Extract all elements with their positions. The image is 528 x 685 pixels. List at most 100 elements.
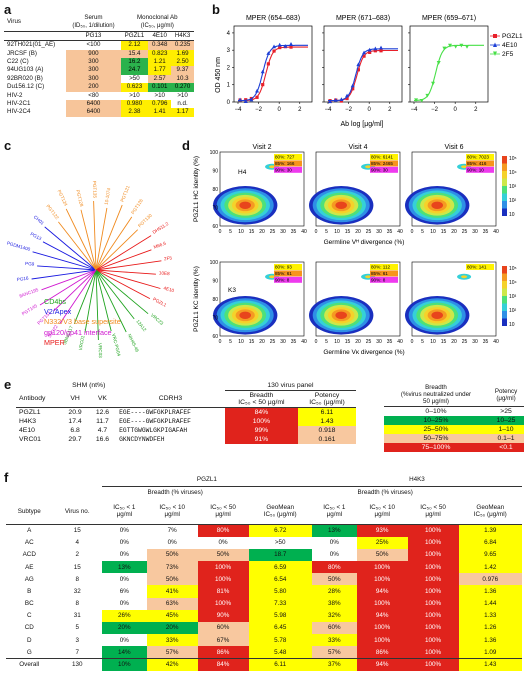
d-xtick: 30 <box>280 339 286 345</box>
b-ytick: 2 <box>227 65 231 71</box>
pgzl1-breadth-cell: 33% <box>147 634 198 646</box>
pgzl1-breadth-cell: 0% <box>198 537 249 549</box>
hdr-mab-sub: (IC₅₀, μg/ml) <box>123 22 192 30</box>
d-xtick: 25 <box>270 229 276 235</box>
h4k3-breadth-cell: 50% <box>312 573 357 585</box>
h4k3-geomean-cell: 1.26 <box>459 622 522 634</box>
grp-h4k3: H4K3 <box>312 474 522 486</box>
h4k3-geomean-cell: 1.42 <box>459 561 522 573</box>
h4k3-breadth-cell: 94% <box>357 585 408 597</box>
d-xtick: 0 <box>219 229 222 235</box>
d-count-label: 85%: 416 <box>467 161 487 166</box>
table-row: 92TH021(01_AE) <100 2.12 0.348 0.235 <box>4 41 194 50</box>
tree-leaf-label: 2F5 <box>164 255 173 261</box>
table-row: CD 5 20% 20% 60% 6.45 60% 100% 100% 1.26 <box>6 622 522 634</box>
d-xtick: 20 <box>259 229 265 235</box>
d-ytick: 70 <box>212 316 218 322</box>
d-colorbar-tick: 10⁴ <box>509 170 517 176</box>
pgzl1-breadth-cell: 41% <box>147 585 198 597</box>
col-4e10: 4E10 <box>148 31 171 40</box>
subtype-cell: AG <box>6 573 53 585</box>
tree-leaf-label: PG9 <box>25 261 35 267</box>
pgzl1-cell: 2.38 <box>121 108 149 116</box>
h4k3-breadth-cell: 25% <box>357 537 408 549</box>
d-xtick: 10 <box>430 229 436 235</box>
b-point <box>379 46 383 50</box>
pgzl1-geomean-cell: 18.7 <box>249 549 312 561</box>
d-xtick: 35 <box>387 339 393 345</box>
tree-leaf-label: PG16 <box>17 275 30 282</box>
h4k3-geomean-cell: 1.44 <box>459 598 522 610</box>
hdr-breadth: Breadth <box>228 392 295 399</box>
table-row: AG 8 0% 50% 100% 6.54 50% 100% 100% 0.976 <box>6 573 522 585</box>
table-row: C 31 26% 45% 90% 5.98 32% 94% 100% 1.33 <box>6 610 522 622</box>
pgzl1-breadth-cell: 0% <box>147 537 198 549</box>
key-breadth-cell: 0–10% <box>384 407 488 417</box>
d-xtick: 15 <box>345 339 351 345</box>
h4k3-geomean-cell: 6.84 <box>459 537 522 549</box>
d-xtick: 35 <box>291 229 297 235</box>
b-legend-label: 2F5 <box>502 51 514 58</box>
table-row: Du156.12 (C) 200 0.623 0.101 0.270 <box>4 83 194 91</box>
f-h-geo: GeoMean <box>461 504 520 511</box>
table-row: HIV-2C4 6400 2.38 1.41 1.17 <box>4 108 194 116</box>
d-colorbar-tick: 10⁵ <box>509 156 517 162</box>
pgzl1-geomean-cell: 5.80 <box>249 585 312 597</box>
d-density-ring <box>431 312 443 319</box>
d-xtick: 25 <box>366 229 372 235</box>
vh-cell: 29.7 <box>61 435 88 444</box>
subtype-cell: AC <box>6 537 53 549</box>
d-count-label: 80%: 112 <box>371 265 391 270</box>
pgzl1-breadth-cell: 63% <box>147 598 198 610</box>
d-xtick: 10 <box>430 339 436 345</box>
d-xtick: 20 <box>355 229 361 235</box>
pgzl1-breadth-cell: 0% <box>102 537 147 549</box>
d-ylabel: PGZL1 HC identity (%) <box>193 156 200 222</box>
pgzl1-breadth-cell: 7% <box>147 524 198 536</box>
d-xtick: 30 <box>472 229 478 235</box>
tree-leaf-label: PGT124 <box>57 189 69 207</box>
key-potency-cell: 0.1–1 <box>488 434 524 443</box>
d-heatmap: 0 5 10 15 20 25 30 35 40 60 70 80 90 100 80%: 9385%: 6… <box>210 260 307 345</box>
tree-leaf-label: PGT121 <box>120 185 131 203</box>
pgzl1-cell: 16.2 <box>121 58 149 66</box>
h4k3-breadth-cell: 33% <box>312 634 357 646</box>
h4k3-breadth-cell: 100% <box>408 549 459 561</box>
virusno-cell: 15 <box>53 561 102 573</box>
4e10-cell: 1.41 <box>148 108 171 116</box>
pgzl1-cell: 24.7 <box>121 66 149 74</box>
b-point <box>255 96 258 99</box>
pgzl1-geomean-cell: 5.98 <box>249 610 312 622</box>
h4k3-breadth-cell: 100% <box>408 622 459 634</box>
pgzl1-breadth-cell: 14% <box>102 646 147 658</box>
pgzl1-geomean-cell: 5.78 <box>249 634 312 646</box>
b-subplot: MPER (654–683)01234−4 −2 0 2 <box>227 15 312 113</box>
h4k3-breadth-cell: 100% <box>408 561 459 573</box>
subtype-cell: B <box>6 585 53 597</box>
f-h-unit: μg/ml <box>314 511 355 518</box>
f-virusno: Virus no. <box>53 498 102 524</box>
h4k3-breadth-cell: 0% <box>312 549 357 561</box>
d-xtick: 40 <box>493 229 499 235</box>
d-xtick: 35 <box>291 339 297 345</box>
key-row: 50–75% 0.1–1 <box>384 434 524 443</box>
d-xtick: 30 <box>376 229 382 235</box>
key-row: 75–100% <0.1 <box>384 443 524 452</box>
f-h-geo-sub: IC₅₀ (μg/ml) <box>461 511 520 518</box>
tree-leaf-label: PGT126 <box>130 198 144 215</box>
table-row: ACD 2 0% 50% 50% 18.7 0% 50% 100% 9.65 <box>6 549 522 561</box>
d-xtick: 0 <box>315 229 318 235</box>
key-potency-cell: >25 <box>488 407 524 417</box>
d-xtick: 20 <box>451 339 457 345</box>
b-xtick: 0 <box>368 107 372 113</box>
d-colorbar-tick: 10² <box>509 308 517 314</box>
pgzl1-breadth-cell: 50% <box>147 549 198 561</box>
d-colorbar-tick: 10² <box>509 198 517 204</box>
d-xtick: 35 <box>483 339 489 345</box>
4e10-cell: 0.796 <box>148 100 171 108</box>
d-xtick: 40 <box>397 229 403 235</box>
h4k3-geomean-cell: 1.36 <box>459 634 522 646</box>
h4k3-cell: n.d. <box>171 100 194 108</box>
d-count-label: 90%: 8 <box>275 277 290 282</box>
pgzl1-breadth-cell: 84% <box>198 658 249 670</box>
